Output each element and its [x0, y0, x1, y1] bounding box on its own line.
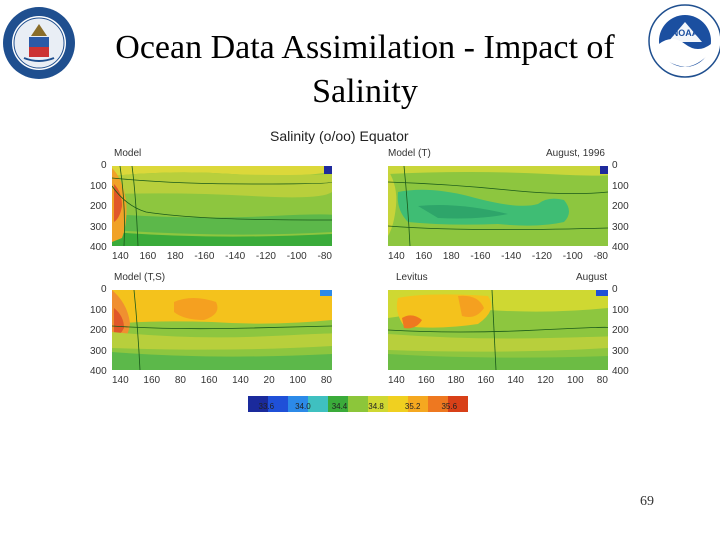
lon-tick: -100 — [562, 251, 583, 262]
depth-tick: 100 — [612, 305, 629, 316]
colorbar-segment — [408, 396, 428, 412]
lon-tick: -80 — [593, 251, 608, 262]
panel-label-model-t: Model (T) — [388, 148, 431, 159]
colorbar-segment — [248, 396, 268, 412]
panel-levitus — [387, 289, 612, 371]
depth-tick: 300 — [612, 222, 629, 233]
colorbar-label: 33.6 — [258, 402, 275, 411]
longitude-axis-bottom-left: 140 160 80 160 140 20 100 80 — [112, 375, 332, 386]
lon-tick: -160 — [470, 251, 491, 262]
depth-tick: 100 — [90, 305, 107, 316]
svg-text:NOAA: NOAA — [672, 28, 699, 38]
slide-title: Ocean Data Assimilation - Impact of Sali… — [70, 26, 660, 114]
lon-tick: 140 — [112, 375, 129, 386]
slide-title-line-1: Ocean Data Assimilation - Impact of — [115, 29, 615, 66]
depth-tick: 400 — [90, 366, 107, 377]
depth-tick: 0 — [612, 284, 618, 295]
colorbar-segment — [348, 396, 368, 412]
slide-title-line-2: Salinity — [312, 73, 418, 110]
lon-tick: 100 — [566, 375, 584, 386]
colorbar-segment — [388, 396, 408, 412]
depth-tick: 0 — [101, 284, 107, 295]
longitude-axis-bottom-right: 140 160 180 160 140 120 100 80 — [388, 375, 608, 386]
depth-tick: 100 — [612, 181, 629, 192]
colorbar-label: 34.0 — [295, 402, 311, 411]
lon-tick: 20 — [263, 375, 275, 386]
colorbar-segment — [308, 396, 328, 412]
depth-tick: 200 — [612, 325, 629, 336]
colorbar-segment — [328, 396, 348, 412]
lon-tick: 100 — [289, 375, 307, 386]
colorbar-segment — [448, 396, 468, 412]
lon-tick: 140 — [232, 375, 249, 386]
panel-label-levitus: Levitus — [396, 272, 428, 283]
depth-tick: 400 — [90, 242, 107, 253]
lon-tick: 140 — [112, 251, 129, 262]
commerce-seal-icon — [3, 7, 75, 79]
panel-model-ts — [111, 289, 336, 371]
colorbar-segment — [428, 396, 448, 412]
colorbar-segment — [288, 396, 308, 412]
depth-tick: 300 — [612, 346, 629, 357]
lon-tick: -120 — [531, 251, 552, 262]
colorbar-label: 35.2 — [404, 402, 421, 411]
colorbar-label: 34.4 — [331, 402, 348, 411]
depth-tick: 0 — [612, 160, 618, 171]
depth-tick: 400 — [612, 242, 629, 253]
lon-tick: 80 — [174, 375, 186, 386]
colorbar-labels: 33.6 34.0 34.4 34.8 35.2 35.6 — [248, 402, 468, 411]
figure-title: Salinity (o/oo) Equator — [270, 128, 409, 144]
lon-tick: -140 — [225, 251, 246, 262]
depth-tick: 200 — [90, 325, 107, 336]
date-label-bottom: August — [576, 272, 608, 283]
lon-tick: 160 — [417, 375, 435, 386]
lon-tick: 180 — [442, 251, 460, 262]
lon-tick: 80 — [320, 375, 332, 386]
lon-tick: 160 — [200, 375, 218, 386]
colorbar-label: 35.6 — [441, 402, 458, 411]
panel-model — [111, 165, 336, 247]
noaa-logo-icon: NOAA — [648, 4, 720, 78]
lon-tick: 180 — [447, 375, 465, 386]
longitude-axis-top-right: 140 160 180 -160 -140 -120 -100 -80 — [388, 251, 608, 262]
colorbar-label: 34.8 — [368, 402, 384, 411]
page-number: 69 — [640, 494, 654, 509]
depth-tick: 100 — [90, 181, 107, 192]
depth-tick: 200 — [612, 201, 629, 212]
colorbar-segment — [368, 396, 388, 412]
depth-tick: 200 — [90, 201, 107, 212]
lon-tick: -80 — [317, 251, 332, 262]
lon-tick: 140 — [388, 251, 405, 262]
date-label-top: August, 1996 — [546, 148, 605, 159]
lon-tick: 180 — [166, 251, 184, 262]
panel-label-model: Model — [114, 148, 142, 159]
lon-tick: -120 — [255, 251, 276, 262]
lon-tick: 80 — [596, 375, 608, 386]
lon-tick: 160 — [139, 251, 157, 262]
depth-tick: 300 — [90, 346, 107, 357]
lon-tick: 160 — [477, 375, 495, 386]
lon-tick: -160 — [194, 251, 215, 262]
depth-tick: 400 — [612, 366, 629, 377]
lon-tick: -100 — [286, 251, 307, 262]
colorbar-segment — [268, 396, 288, 412]
lon-tick: 140 — [507, 375, 524, 386]
panel-label-model-ts: Model (T,S) — [114, 272, 166, 283]
lon-tick: 160 — [415, 251, 433, 262]
lon-tick: -140 — [501, 251, 522, 262]
depth-tick: 0 — [101, 160, 107, 171]
lon-tick: 140 — [388, 375, 405, 386]
depth-tick: 300 — [90, 222, 107, 233]
panel-model-t — [387, 165, 612, 247]
colorbar — [248, 396, 468, 412]
lon-tick: 160 — [143, 375, 161, 386]
longitude-axis-top-left: 140 160 180 -160 -140 -120 -100 -80 — [112, 251, 332, 262]
lon-tick: 120 — [537, 375, 554, 386]
